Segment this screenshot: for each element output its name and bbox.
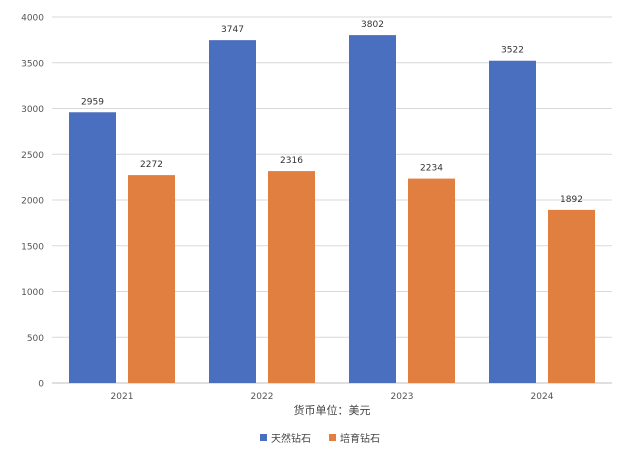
x-tick-label: 2022 <box>251 392 274 402</box>
data-label: 3522 <box>501 46 524 56</box>
bar-chart: 0 500 1000 1500 2000 2500 3000 3500 4000 2959 227… <box>21 14 612 417</box>
x-tick-label: 2024 <box>531 392 554 402</box>
data-labels: 2959 2272 3747 2316 3802 2234 3522 1892 <box>81 20 583 205</box>
bar-lab-grown-2022 <box>268 171 315 383</box>
x-axis-label: 货币单位：美元 <box>294 403 371 417</box>
bar-lab-grown-2023 <box>408 178 455 383</box>
legend-item-lab-grown: 培育钻石 <box>329 430 380 445</box>
bar-lab-grown-2021 <box>128 175 175 383</box>
data-label: 2234 <box>420 164 443 174</box>
y-tick-label: 500 <box>27 334 44 344</box>
y-tick-label: 2000 <box>21 197 44 207</box>
y-tick-label: 1500 <box>21 242 44 252</box>
bar-lab-grown-2024 <box>548 209 595 383</box>
y-tick-label: 4000 <box>21 14 44 24</box>
y-tick-label: 0 <box>38 380 44 390</box>
data-label: 3802 <box>361 20 384 30</box>
bar-natural-2022 <box>209 40 256 383</box>
x-tick-label: 2023 <box>391 392 414 402</box>
bar-natural-2021 <box>69 112 116 384</box>
bar-natural-2023 <box>349 35 396 383</box>
data-label: 3747 <box>221 25 244 35</box>
legend-label-natural: 天然钻石 <box>271 434 311 445</box>
y-axis-ticks: 0 500 1000 1500 2000 2500 3000 3500 4000 <box>21 14 44 390</box>
bars <box>69 35 595 384</box>
y-tick-label: 3500 <box>21 59 44 69</box>
legend-swatch-natural <box>260 434 267 441</box>
data-label: 2272 <box>140 160 163 170</box>
data-label: 1892 <box>560 195 583 205</box>
y-tick-label: 2500 <box>21 151 44 161</box>
y-tick-label: 1000 <box>21 288 44 298</box>
data-label: 2959 <box>81 97 104 107</box>
data-label: 2316 <box>280 156 303 166</box>
legend-item-natural: 天然钻石 <box>260 430 311 445</box>
legend-swatch-lab-grown <box>329 434 336 441</box>
x-tick-label: 2021 <box>111 392 134 402</box>
x-axis-ticks: 2021 2022 2023 2024 <box>111 392 554 402</box>
legend: 天然钻石 培育钻石 <box>0 430 640 445</box>
bar-natural-2024 <box>489 60 536 383</box>
legend-label-lab-grown: 培育钻石 <box>340 434 380 445</box>
y-tick-label: 3000 <box>21 105 44 115</box>
